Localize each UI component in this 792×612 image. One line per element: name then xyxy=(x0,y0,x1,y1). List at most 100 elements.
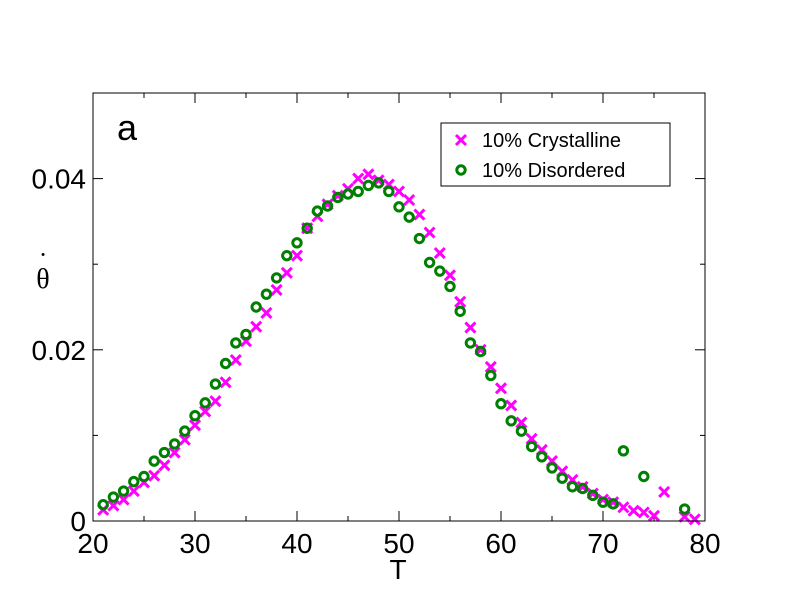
data-point-crystalline xyxy=(117,493,130,506)
data-point-crystalline xyxy=(260,306,273,320)
data-point-disordered xyxy=(179,425,191,437)
data-point-disordered xyxy=(485,369,497,382)
data-point-crystalline xyxy=(362,168,375,181)
data-point-disordered xyxy=(250,301,262,313)
data-point-crystalline xyxy=(515,416,528,429)
data-point-crystalline xyxy=(158,459,171,472)
data-point-disordered xyxy=(515,425,528,437)
data-point-disordered xyxy=(199,397,211,409)
data-point-crystalline xyxy=(454,295,467,308)
data-point-disordered xyxy=(454,305,466,317)
data-point-crystalline xyxy=(188,419,202,432)
data-point-crystalline xyxy=(433,247,446,260)
data-point-disordered xyxy=(107,491,120,503)
data-point-disordered xyxy=(495,398,507,410)
data-series xyxy=(97,168,701,526)
data-point-crystalline xyxy=(484,360,497,373)
data-point-crystalline xyxy=(423,226,436,239)
data-point-disordered xyxy=(413,232,426,245)
data-point-crystalline xyxy=(229,354,242,367)
data-point-disordered xyxy=(383,185,395,198)
legend-marker-disordered xyxy=(455,164,467,176)
legend-marker-crystalline xyxy=(454,133,468,147)
data-point-disordered xyxy=(158,446,171,459)
plot-frame xyxy=(92,92,706,522)
data-point-disordered xyxy=(434,265,446,277)
data-point-disordered xyxy=(260,288,273,300)
data-point-disordered xyxy=(556,472,568,484)
data-point-disordered xyxy=(311,205,324,217)
data-point-crystalline xyxy=(443,269,457,282)
series-disordered xyxy=(97,177,691,515)
data-point-disordered xyxy=(138,470,150,483)
data-point-disordered xyxy=(587,489,599,502)
data-point-disordered xyxy=(393,201,405,213)
y-tick-label: 0.04 xyxy=(32,164,87,195)
data-point-disordered xyxy=(332,191,344,204)
legend: 10% Crystalline 10% Disordered xyxy=(440,122,671,187)
data-point-crystalline xyxy=(199,405,212,418)
data-point-disordered xyxy=(576,482,589,495)
x-tick-label: 40 xyxy=(281,528,312,559)
legend-label-crystalline: 10% Crystalline xyxy=(482,130,621,152)
data-point-crystalline xyxy=(505,399,518,412)
data-point-disordered xyxy=(189,410,201,422)
data-point-crystalline xyxy=(148,469,161,482)
data-point-crystalline xyxy=(688,513,701,526)
y-tick-label: 0.02 xyxy=(32,335,87,366)
data-point-disordered xyxy=(148,455,160,467)
data-point-disordered xyxy=(638,470,650,483)
x-tick-label: 20 xyxy=(77,528,108,559)
data-point-disordered xyxy=(474,345,487,358)
data-point-disordered xyxy=(525,440,538,453)
data-point-crystalline xyxy=(647,509,661,522)
panel-label: a xyxy=(117,107,138,148)
data-point-crystalline xyxy=(413,208,426,221)
y-axis-title: θ xyxy=(36,264,49,295)
y-tick-label: 0 xyxy=(70,506,86,537)
legend-box xyxy=(440,122,671,187)
data-point-disordered xyxy=(678,503,691,515)
data-point-disordered xyxy=(270,272,283,284)
x-tick-label: 30 xyxy=(179,528,210,559)
data-point-disordered xyxy=(352,185,364,198)
data-point-crystalline xyxy=(250,320,263,333)
data-point-disordered xyxy=(546,462,558,474)
data-point-disordered xyxy=(617,445,630,457)
data-point-crystalline xyxy=(219,376,232,389)
data-point-disordered xyxy=(342,188,354,200)
data-point-crystalline xyxy=(168,446,181,459)
x-tick-label: 50 xyxy=(383,528,414,559)
data-point-crystalline xyxy=(352,172,365,185)
data-point-crystalline xyxy=(637,506,650,519)
legend-x-marker xyxy=(454,133,468,147)
data-point-disordered xyxy=(423,256,436,269)
data-point-disordered xyxy=(597,496,609,508)
data-point-crystalline xyxy=(209,395,222,408)
data-point-disordered xyxy=(168,438,181,450)
x-tick-label: 60 xyxy=(485,528,516,559)
data-point-disordered xyxy=(362,179,375,192)
data-point-disordered xyxy=(209,378,222,390)
data-point-crystalline xyxy=(617,501,630,514)
data-point-disordered xyxy=(321,200,334,212)
data-point-disordered xyxy=(117,485,130,497)
data-point-crystalline xyxy=(107,499,120,512)
data-point-disordered xyxy=(505,415,517,427)
tick-labels: 20 30 40 50 60 70 80 0 0.02 0.04 xyxy=(32,164,721,559)
data-point-disordered xyxy=(128,475,140,488)
y-axis-title-dot: ˙ xyxy=(38,248,47,279)
data-point-disordered xyxy=(607,498,619,510)
data-point-crystalline xyxy=(658,485,671,498)
data-point-disordered xyxy=(566,481,579,493)
data-point-crystalline xyxy=(270,283,283,296)
data-point-disordered xyxy=(240,328,252,341)
data-point-crystalline xyxy=(392,185,406,198)
data-point-disordered xyxy=(219,357,232,370)
data-point-disordered xyxy=(403,211,415,223)
data-point-crystalline xyxy=(403,193,416,207)
data-point-disordered xyxy=(444,280,456,293)
x-tick-label: 70 xyxy=(587,528,618,559)
